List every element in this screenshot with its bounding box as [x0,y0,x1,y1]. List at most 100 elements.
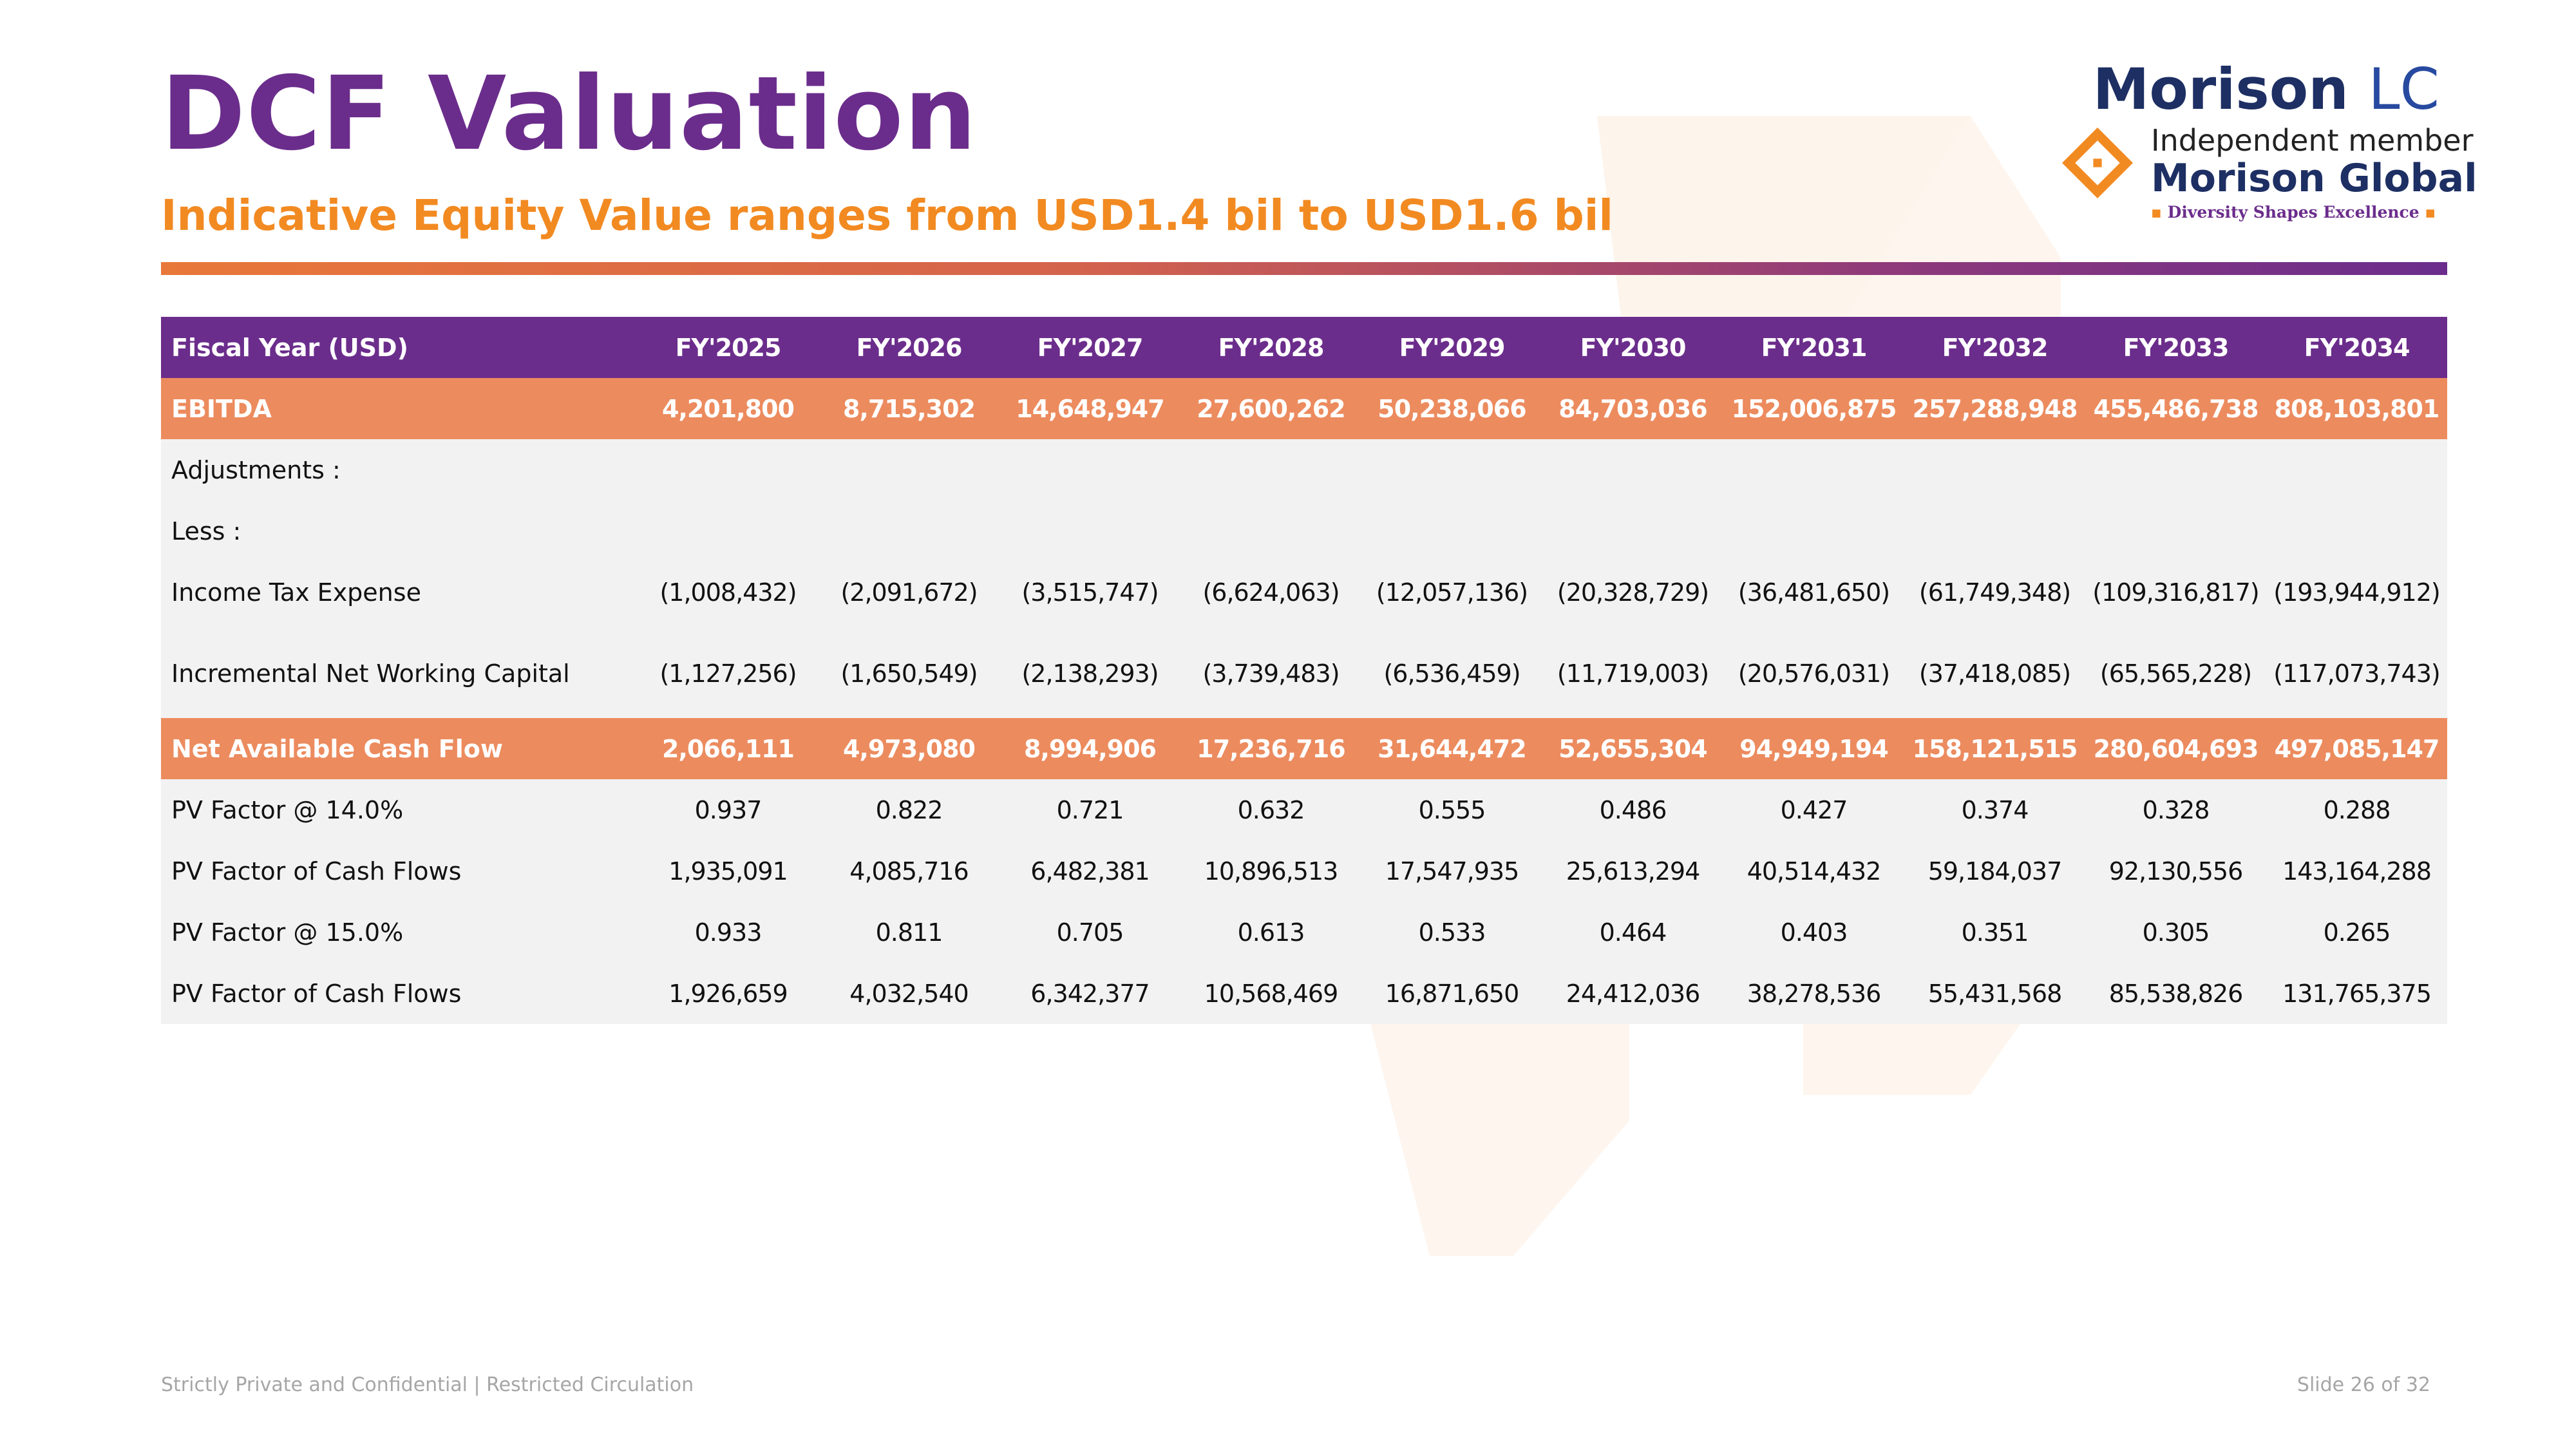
row-label: Less : [161,500,638,562]
table-cell: 24,412,036 [1542,963,1723,1024]
header-cell: FY'2027 [999,317,1180,378]
table-row-pv-factor-14: PV Factor @ 14.0% 0.937 0.822 0.721 0.63… [161,779,2447,840]
table-row-ebitda: EBITDA 4,201,800 8,715,302 14,648,947 27… [161,378,2447,439]
table-cell: 0.403 [1723,902,1904,963]
row-label: PV Factor @ 15.0% [161,902,638,963]
table-cell: (37,418,085) [1904,623,2085,718]
table-cell: 0.464 [1542,902,1723,963]
table-cell: 0.555 [1361,779,1542,840]
table-cell: 0.265 [2266,902,2447,963]
row-label: PV Factor @ 14.0% [161,779,638,840]
table-cell: (2,091,672) [819,562,999,623]
table-cell: 38,278,536 [1723,963,1904,1024]
table-row-net-working-capital: Incremental Net Working Capital (1,127,2… [161,623,2447,718]
table-cell: 4,201,800 [638,378,819,439]
table-cell: (11,719,003) [1542,623,1723,718]
slide-subtitle: Indicative Equity Value ranges from USD1… [161,191,1613,240]
table-cell: 0.305 [2085,902,2266,963]
header-cell: FY'2028 [1180,317,1361,378]
table-cell: (109,316,817) [2085,562,2266,623]
table-cell: 1,926,659 [638,963,819,1024]
logo-network: Morison Global [2151,156,2477,201]
table-cell: 131,765,375 [2266,963,2447,1024]
table-cell: 50,238,066 [1361,378,1542,439]
table-cell: 55,431,568 [1904,963,2085,1024]
table-cell: 455,486,738 [2085,378,2266,439]
table-cell: (1,008,432) [638,562,819,623]
table-cell: 0.613 [1180,902,1361,963]
table-cell: 25,613,294 [1542,840,1723,902]
table-cell: 280,604,693 [2085,718,2266,779]
table-cell: 0.374 [1904,779,2085,840]
table-row-net-cash-flow: Net Available Cash Flow 2,066,111 4,973,… [161,718,2447,779]
logo-tagline: ▪ Diversity Shapes Excellence ▪ [2151,203,2436,222]
table-cell: 85,538,826 [2085,963,2266,1024]
table-cell: 0.486 [1542,779,1723,840]
header-cell: FY'2031 [1723,317,1904,378]
table-row-pv-factor-15: PV Factor @ 15.0% 0.933 0.811 0.705 0.61… [161,902,2447,963]
table-cell: (36,481,650) [1723,562,1904,623]
table-cell: (20,328,729) [1542,562,1723,623]
row-label: PV Factor of Cash Flows [161,963,638,1024]
table-cell: 40,514,432 [1723,840,1904,902]
confidentiality-notice: Strictly Private and Confidential | Rest… [161,1374,694,1396]
row-label: Adjustments : [161,439,638,500]
table-cell: 0.288 [2266,779,2447,840]
table-cell: 4,085,716 [819,840,999,902]
header-cell: FY'2030 [1542,317,1723,378]
table-cell: 0.351 [1904,902,2085,963]
table-cell: 0.822 [819,779,999,840]
table-cell: 0.533 [1361,902,1542,963]
row-label: Net Available Cash Flow [161,718,638,779]
table-cell: 84,703,036 [1542,378,1723,439]
table-cell: 158,121,515 [1904,718,2085,779]
table-cell: 0.811 [819,902,999,963]
table-cell: 8,715,302 [819,378,999,439]
table-row-income-tax: Income Tax Expense (1,008,432) (2,091,67… [161,562,2447,623]
table-cell: (3,739,483) [1180,623,1361,718]
table-cell: (6,536,459) [1361,623,1542,718]
slide-title: DCF Valuation [161,55,978,173]
table-cell: 4,032,540 [819,963,999,1024]
table-cell: (117,073,743) [2266,623,2447,718]
table-cell: 14,648,947 [999,378,1180,439]
table-cell: 6,342,377 [999,963,1180,1024]
table-cell: 92,130,556 [2085,840,2266,902]
table-cell: 17,547,935 [1361,840,1542,902]
table-row-pv-cash-flows-15: PV Factor of Cash Flows 1,926,659 4,032,… [161,963,2447,1024]
table-cell: 17,236,716 [1180,718,1361,779]
row-label: EBITDA [161,378,638,439]
table-cell: (6,624,063) [1180,562,1361,623]
table-cell: 10,896,513 [1180,840,1361,902]
logo-member-line: Independent member [2151,123,2474,158]
table-cell: 27,600,262 [1180,378,1361,439]
table-cell: 8,994,906 [999,718,1180,779]
table-cell: (65,565,228) [2085,623,2266,718]
table-cell: 6,482,381 [999,840,1180,902]
header-cell: FY'2025 [638,317,819,378]
table-cell: (12,057,136) [1361,562,1542,623]
table-cell: (1,650,549) [819,623,999,718]
header-cell: FY'2026 [819,317,999,378]
table-cell: 143,164,288 [2266,840,2447,902]
table-cell: (20,576,031) [1723,623,1904,718]
table-cell: 4,973,080 [819,718,999,779]
logo-brand: Morison LC [2093,61,2439,118]
table-cell: 0.632 [1180,779,1361,840]
row-label: Incremental Net Working Capital [161,623,638,718]
row-label: Income Tax Expense [161,562,638,623]
table-cell: 10,568,469 [1180,963,1361,1024]
table-cell: (2,138,293) [999,623,1180,718]
table-cell: 16,871,650 [1361,963,1542,1024]
table-row-adjustments: Adjustments : [161,439,2447,500]
title-divider [161,262,2447,275]
table-cell: 52,655,304 [1542,718,1723,779]
dcf-table: Fiscal Year (USD) FY'2025 FY'2026 FY'202… [161,317,2447,1024]
table-cell: 2,066,111 [638,718,819,779]
table-row-less: Less : [161,500,2447,562]
row-label: PV Factor of Cash Flows [161,840,638,902]
table-cell: 0.937 [638,779,819,840]
table-cell: 0.721 [999,779,1180,840]
company-logo: Morison LC Independent member Morison Gl… [2054,61,2477,229]
table-cell: (61,749,348) [1904,562,2085,623]
